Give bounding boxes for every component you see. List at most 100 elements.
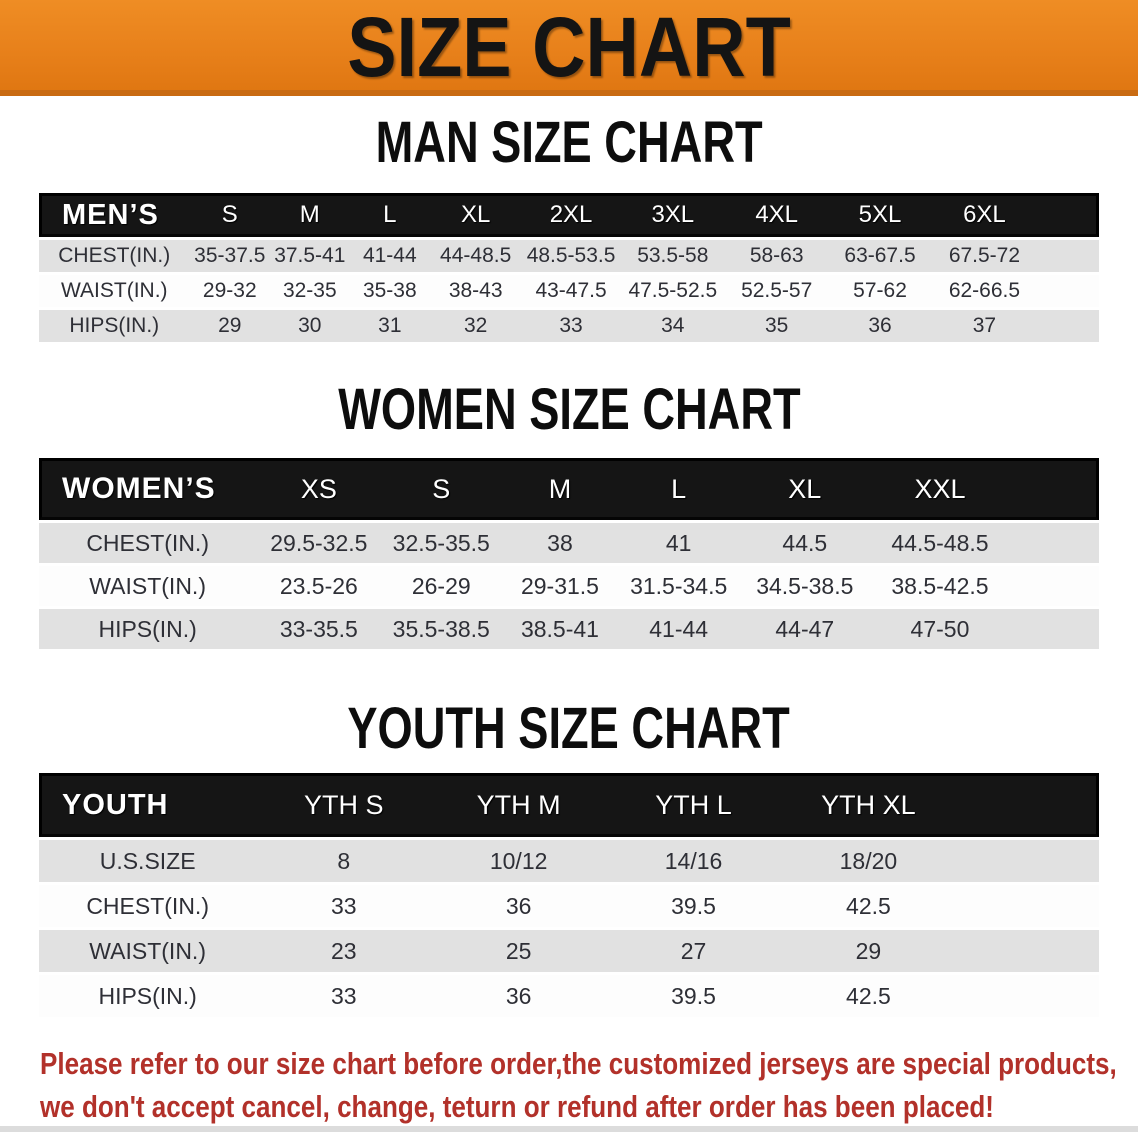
size-value-cell: 37.5-41 (274, 244, 346, 267)
section-heading-text: WOMEN SIZE CHART (337, 377, 801, 442)
size-value-cell: 42.5 (846, 982, 891, 1009)
size-column-header: 6XL (931, 193, 1038, 237)
size-column-header: L (618, 458, 739, 520)
table-row: U.S.SIZE 8 10/12 14/16 18/20 (39, 840, 1099, 882)
size-column-header: XL (738, 458, 872, 520)
size-value-cell: 10/12 (489, 847, 548, 874)
size-value-cell: 41 (665, 529, 692, 556)
header-spacer (955, 773, 1099, 837)
table-row: CHEST(IN.) 29.5-32.5 32.5-35.5 38 41 44.5 44.5… (39, 523, 1099, 563)
size-value-cell: 47-50 (910, 615, 970, 642)
size-value-cell: 35-38 (362, 279, 417, 302)
size-value-cell: 32-35 (282, 279, 337, 302)
size-value-cell: 25 (505, 937, 532, 964)
size-value-cell: 34.5-38.5 (756, 572, 854, 599)
size-value-cell: 44-48.5 (440, 244, 512, 267)
disclaimer: Please refer to our size chart before or… (40, 1042, 1138, 1128)
row-label: WAIST(IN.) (89, 572, 206, 599)
size-value-cell: 44.5 (782, 529, 828, 556)
size-value-cell: 36 (505, 892, 532, 919)
size-column-header: XL (430, 193, 522, 237)
size-value-cell: 35.5-38.5 (392, 615, 490, 642)
size-chart-banner: SIZE CHART (0, 0, 1138, 96)
size-value-cell: 29-32 (202, 279, 257, 302)
size-value-cell: 36 (505, 982, 532, 1009)
size-value-cell: 29 (218, 314, 242, 337)
size-value-cell: 44-47 (775, 615, 835, 642)
row-spacer (956, 840, 1099, 882)
section-heading-text: YOUTH SIZE CHART (347, 696, 791, 761)
size-value-cell: 38.5-41 (520, 615, 599, 642)
row-spacer (1009, 523, 1099, 563)
size-value-cell: 52.5-57 (741, 279, 813, 302)
row-spacer (1037, 240, 1099, 272)
size-value-cell: 33-35.5 (279, 615, 358, 642)
row-label: HIPS(IN.) (69, 314, 160, 337)
size-value-cell: 31.5-34.5 (630, 572, 728, 599)
size-value-cell: 34 (661, 314, 685, 337)
size-column-header: M (501, 458, 619, 520)
table-row: HIPS(IN.) 33-35.5 35.5-38.5 38.5-41 41-44 44-… (39, 609, 1099, 649)
disclaimer-line-2: we don't accept cancel, change, teturn o… (40, 1089, 994, 1124)
size-column-header: 2XL (521, 193, 621, 237)
row-spacer (1037, 275, 1099, 307)
size-column-header: YTH M (431, 773, 607, 837)
size-value-cell: 33 (330, 982, 357, 1009)
row-spacer (1009, 609, 1099, 649)
size-value-cell: 29-31.5 (520, 572, 599, 599)
size-value-cell: 39.5 (671, 982, 716, 1009)
size-value-cell: 43-47.5 (535, 279, 607, 302)
size-value-cell: 57-62 (853, 279, 907, 302)
size-value-cell: 35-37.5 (194, 244, 266, 267)
row-spacer (956, 885, 1099, 927)
size-column-header: M (270, 193, 350, 237)
size-column-header: YTH L (606, 773, 781, 837)
row-spacer (1009, 566, 1099, 606)
size-value-cell: 41-44 (649, 615, 709, 642)
row-spacer (956, 930, 1099, 972)
women-size-chart-heading: WOMEN SIZE CHART (0, 381, 1138, 439)
youth-table-header-row: YOUTH YTH S YTH M YTH L YTH XL (39, 773, 1099, 837)
size-value-cell: 39.5 (671, 892, 716, 919)
size-value-cell: 38.5-42.5 (891, 572, 989, 599)
header-spacer (1037, 193, 1099, 237)
size-column-header: 5XL (828, 193, 932, 237)
table-row: WAIST(IN.) 23 25 27 29 (39, 930, 1099, 972)
size-value-cell: 27 (680, 937, 707, 964)
table-row: HIPS(IN.) 29 30 31 32 33 34 35 36 37 (39, 310, 1099, 342)
page-title: SIZE CHART (347, 0, 791, 94)
size-value-cell: 26-29 (411, 572, 471, 599)
size-value-cell: 33 (559, 314, 583, 337)
size-value-cell: 33 (330, 892, 357, 919)
size-value-cell: 31 (378, 314, 402, 337)
row-label: CHEST(IN.) (58, 244, 171, 267)
size-value-cell: 58-63 (749, 244, 804, 267)
row-spacer (1037, 310, 1099, 342)
size-value-cell: 63-67.5 (844, 244, 916, 267)
size-value-cell: 44.5-48.5 (891, 529, 989, 556)
row-label: CHEST(IN.) (86, 892, 209, 919)
size-value-cell: 53.5-58 (637, 244, 709, 267)
size-column-header: S (189, 193, 271, 237)
women-size-table: WOMEN’S XS S M L XL XXL CHEST(IN.) 29.5-32.5 32.5… (39, 455, 1099, 652)
men-size-table: MEN’S S M L XL 2XL 3XL 4XL 5XL 6XL CHEST(IN.) 35-37… (39, 190, 1099, 345)
size-value-cell: 23 (330, 937, 357, 964)
size-value-cell: 32 (463, 314, 488, 337)
size-column-header: L (349, 193, 431, 237)
row-spacer (956, 975, 1099, 1017)
size-value-cell: 8 (337, 847, 351, 874)
size-value-cell: 18/20 (839, 847, 898, 874)
size-value-cell: 62-66.5 (948, 279, 1021, 302)
size-value-cell: 32.5-35.5 (392, 529, 490, 556)
table-row: WAIST(IN.) 29-32 32-35 35-38 38-43 43-47.5 47.… (39, 275, 1099, 307)
size-chart-sections: MAN SIZE CHART MEN’S S M L XL 2XL 3XL 4XL 5XL 6XL C… (0, 114, 1138, 1020)
row-label: WAIST(IN.) (89, 937, 206, 964)
youth-size-table: YOUTH YTH S YTH M YTH L YTH XL U.S.SIZE 8 10/12… (39, 770, 1099, 1020)
size-value-cell: 36 (868, 314, 892, 337)
row-label: WAIST(IN.) (60, 279, 168, 302)
youth-table-corner-label: YOUTH (39, 773, 257, 837)
table-row: CHEST(IN.) 33 36 39.5 42.5 (39, 885, 1099, 927)
size-value-cell: 14/16 (664, 847, 723, 874)
header-spacer (1008, 458, 1099, 520)
size-value-cell: 29 (855, 937, 882, 964)
